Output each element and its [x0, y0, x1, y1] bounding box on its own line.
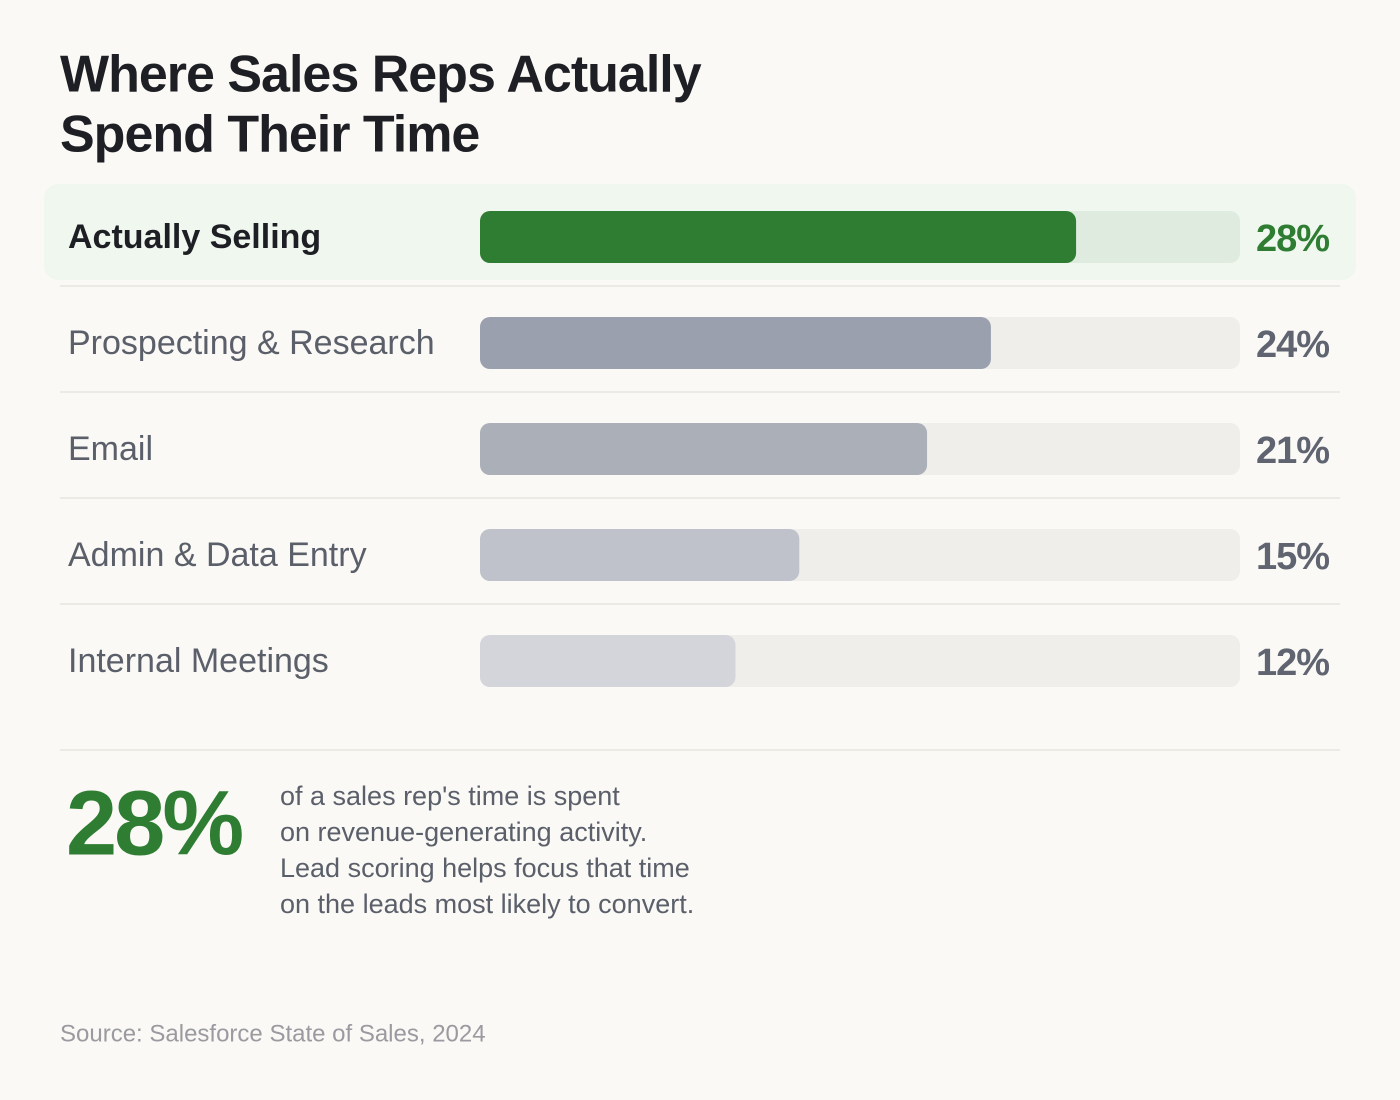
category-label: Actually Selling [68, 218, 321, 256]
category-label: Prospecting & Research [68, 324, 435, 362]
bar [480, 635, 736, 687]
value-label: 28% [1256, 218, 1329, 260]
category-label: Internal Meetings [68, 642, 329, 680]
source: Source: Salesforce State of Sales, 2024 [60, 1020, 486, 1047]
callout-text: on revenue-generating activity. [280, 817, 647, 847]
value-label: 21% [1256, 430, 1329, 472]
bar [480, 423, 928, 475]
value-label: 24% [1256, 324, 1329, 366]
callout-text: on the leads most likely to convert. [280, 889, 694, 919]
callout-text: Lead scoring helps focus that time [280, 853, 690, 883]
chart-title: Where Sales Reps Actually [60, 46, 702, 104]
callout-text: of a sales rep's time is spent [280, 781, 620, 811]
chart-title: Spend Their Time [60, 106, 479, 164]
category-label: Email [68, 430, 153, 468]
bar [480, 317, 991, 369]
category-label: Admin & Data Entry [68, 536, 367, 574]
callout-value: 28% [66, 772, 242, 874]
value-label: 12% [1256, 642, 1329, 684]
bar [480, 529, 800, 581]
value-label: 15% [1256, 536, 1329, 578]
bar [480, 211, 1077, 263]
